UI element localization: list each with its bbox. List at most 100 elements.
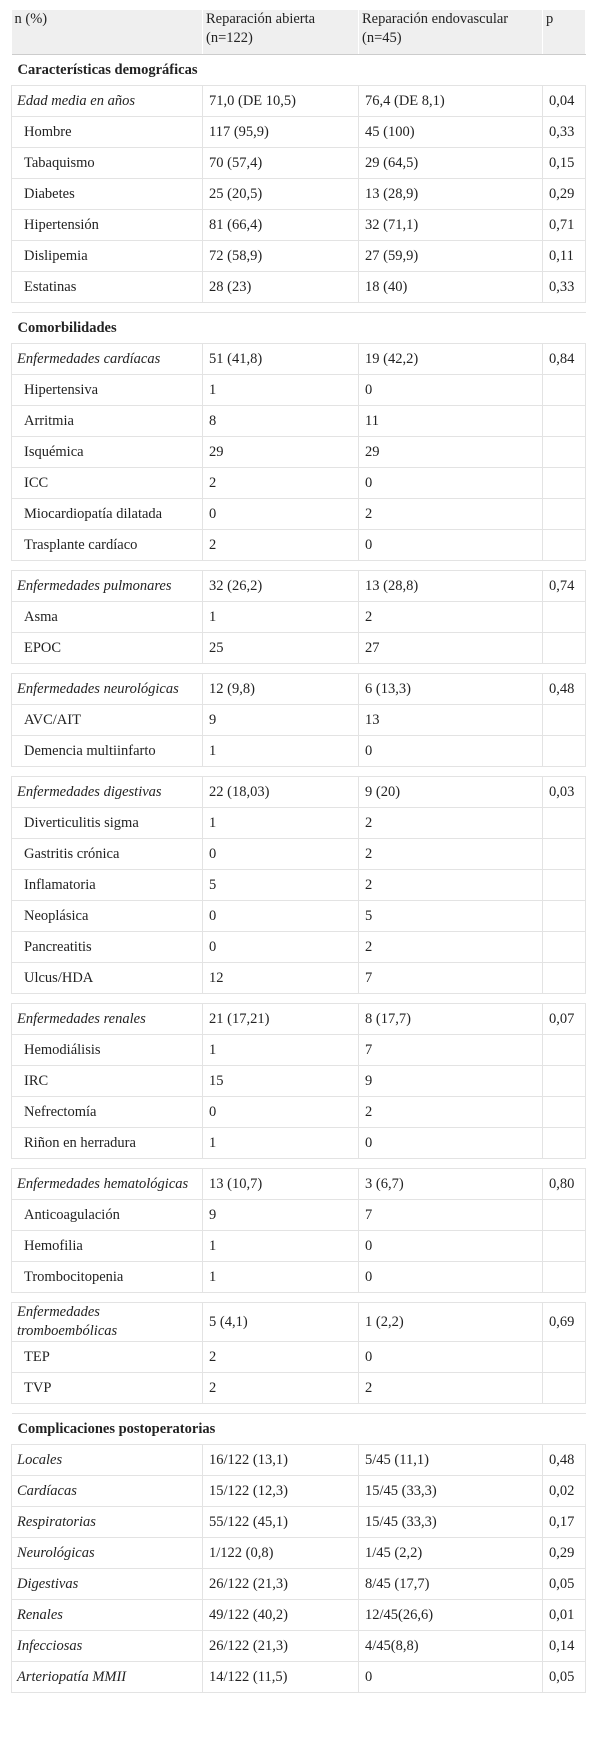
table-row: Renales 49/122 (40,2) 12/45(26,6) 0,01 xyxy=(11,1599,586,1631)
table-cell: 0,11 xyxy=(542,240,586,272)
table-cell: Asma xyxy=(11,601,203,633)
table-row: Diverticulitis sigma 1 2 xyxy=(11,807,586,839)
table-cell: 2 xyxy=(358,838,543,870)
table-row: TVP 2 2 xyxy=(11,1372,586,1404)
table-cell xyxy=(542,529,586,561)
table-cell: 0,69 xyxy=(542,1302,586,1342)
table-cell: 26/122 (21,3) xyxy=(202,1568,359,1600)
table-cell: 71,0 (DE 10,5) xyxy=(202,85,359,117)
table-cell: 1/45 (2,2) xyxy=(358,1537,543,1569)
table-cell: Neurológicas xyxy=(11,1537,203,1569)
table-cell: 5 xyxy=(202,869,359,901)
table-cell: 0,15 xyxy=(542,147,586,179)
table-cell: 2 xyxy=(358,1372,543,1404)
section-title: Comorbilidades xyxy=(11,312,586,344)
table-cell: 0 xyxy=(202,1096,359,1128)
table-cell xyxy=(542,436,586,468)
table-cell: 70 (57,4) xyxy=(202,147,359,179)
table-cell: 2 xyxy=(358,869,543,901)
table-row: Enfermedades neurológicas 12 (9,8) 6 (13,3… xyxy=(11,673,586,705)
table-row: Locales 16/122 (13,1) 5/45 (11,1) 0,48 xyxy=(11,1444,586,1476)
spacer xyxy=(11,1403,586,1414)
table-row: Hemodiálisis 1 7 xyxy=(11,1034,586,1066)
table-cell xyxy=(542,838,586,870)
table-cell: 1/122 (0,8) xyxy=(202,1537,359,1569)
table-row: Isquémica 29 29 xyxy=(11,436,586,468)
table-cell xyxy=(542,931,586,963)
table-cell: 12/45(26,6) xyxy=(358,1599,543,1631)
table-cell: AVC/AIT xyxy=(11,704,203,736)
table-cell: 0,74 xyxy=(542,570,586,602)
table-cell: 3 (6,7) xyxy=(358,1168,543,1200)
section-title: Complicaciones postoperatorias xyxy=(11,1413,586,1445)
table-row: Pancreatitis 0 2 xyxy=(11,931,586,963)
table-cell: 0,48 xyxy=(542,673,586,705)
table-cell: Enfermedades renales xyxy=(11,1003,203,1035)
table-cell: 0 xyxy=(358,1261,543,1293)
table-cell xyxy=(542,1341,586,1373)
table-cell: 0,33 xyxy=(542,116,586,148)
table-cell xyxy=(542,405,586,437)
table-cell: Trasplante cardíaco xyxy=(11,529,203,561)
table-row: Arteriopatía MMII 14/122 (11,5) 0 0,05 xyxy=(11,1661,586,1693)
table-cell xyxy=(542,374,586,406)
spacer xyxy=(11,560,586,571)
table-cell: 117 (95,9) xyxy=(202,116,359,148)
table-cell: 2 xyxy=(202,1341,359,1373)
table-cell xyxy=(542,498,586,530)
table-cell: 55/122 (45,1) xyxy=(202,1506,359,1538)
table-cell: 0 xyxy=(358,374,543,406)
table-cell: 45 (100) xyxy=(358,116,543,148)
table-cell: Pancreatitis xyxy=(11,931,203,963)
table-header: n (%) Reparación abierta (n=122) Reparació… xyxy=(11,10,586,55)
table-cell: Riñon en herradura xyxy=(11,1127,203,1159)
table-cell: 0 xyxy=(202,900,359,932)
table-cell: Edad media en años xyxy=(11,85,203,117)
table-cell xyxy=(542,1096,586,1128)
table-cell: Cardíacas xyxy=(11,1475,203,1507)
table-cell: 0 xyxy=(358,1341,543,1373)
table-row: Neoplásica 0 5 xyxy=(11,900,586,932)
table-row: Cardíacas 15/122 (12,3) 15/45 (33,3) 0,02 xyxy=(11,1475,586,1507)
table-cell: 25 (20,5) xyxy=(202,178,359,210)
table-cell: 2 xyxy=(358,498,543,530)
section-title: Características demográficas xyxy=(11,54,586,86)
table-row: Enfermedades renales 21 (17,21) 8 (17,7) 0,… xyxy=(11,1003,586,1035)
table-cell: 0,29 xyxy=(542,1537,586,1569)
table-cell: 0 xyxy=(358,1230,543,1262)
table-cell xyxy=(542,900,586,932)
table-cell: 32 (71,1) xyxy=(358,209,543,241)
table-cell: 22 (18,03) xyxy=(202,776,359,808)
table-cell: 0,14 xyxy=(542,1630,586,1662)
table-cell: Ulcus/HDA xyxy=(11,962,203,994)
table-cell: 2 xyxy=(358,1096,543,1128)
table-cell xyxy=(542,1127,586,1159)
table-cell: 0 xyxy=(358,467,543,499)
table-cell: 1 xyxy=(202,735,359,767)
table-cell xyxy=(542,1034,586,1066)
table-row: Estatinas 28 (23) 18 (40) 0,33 xyxy=(11,271,586,303)
table-row: Inflamatoria 5 2 xyxy=(11,869,586,901)
table-cell: Arritmia xyxy=(11,405,203,437)
table-row: IRC 15 9 xyxy=(11,1065,586,1097)
table-row: Diabetes 25 (20,5) 13 (28,9) 0,29 xyxy=(11,178,586,210)
table-cell: Nefrectomía xyxy=(11,1096,203,1128)
table-cell: Hemodiálisis xyxy=(11,1034,203,1066)
table-cell: 11 xyxy=(358,405,543,437)
spacer xyxy=(11,1158,586,1169)
table-row: Enfermedades pulmonares 32 (26,2) 13 (28,8… xyxy=(11,570,586,602)
table-cell: Estatinas xyxy=(11,271,203,303)
table-cell xyxy=(542,807,586,839)
table-cell: 8 xyxy=(202,405,359,437)
table-cell: 15/45 (33,3) xyxy=(358,1506,543,1538)
table-cell: 1 xyxy=(202,601,359,633)
table-cell: Enfermedades hematológicas xyxy=(11,1168,203,1200)
table-cell: 6 (13,3) xyxy=(358,673,543,705)
table-cell: Trombocitopenia xyxy=(11,1261,203,1293)
table-row: EPOC 25 27 xyxy=(11,632,586,664)
table-row: Nefrectomía 0 2 xyxy=(11,1096,586,1128)
table-cell: Demencia multiinfarto xyxy=(11,735,203,767)
table-cell: 7 xyxy=(358,1199,543,1231)
table-cell xyxy=(542,601,586,633)
table-cell: Hombre xyxy=(11,116,203,148)
